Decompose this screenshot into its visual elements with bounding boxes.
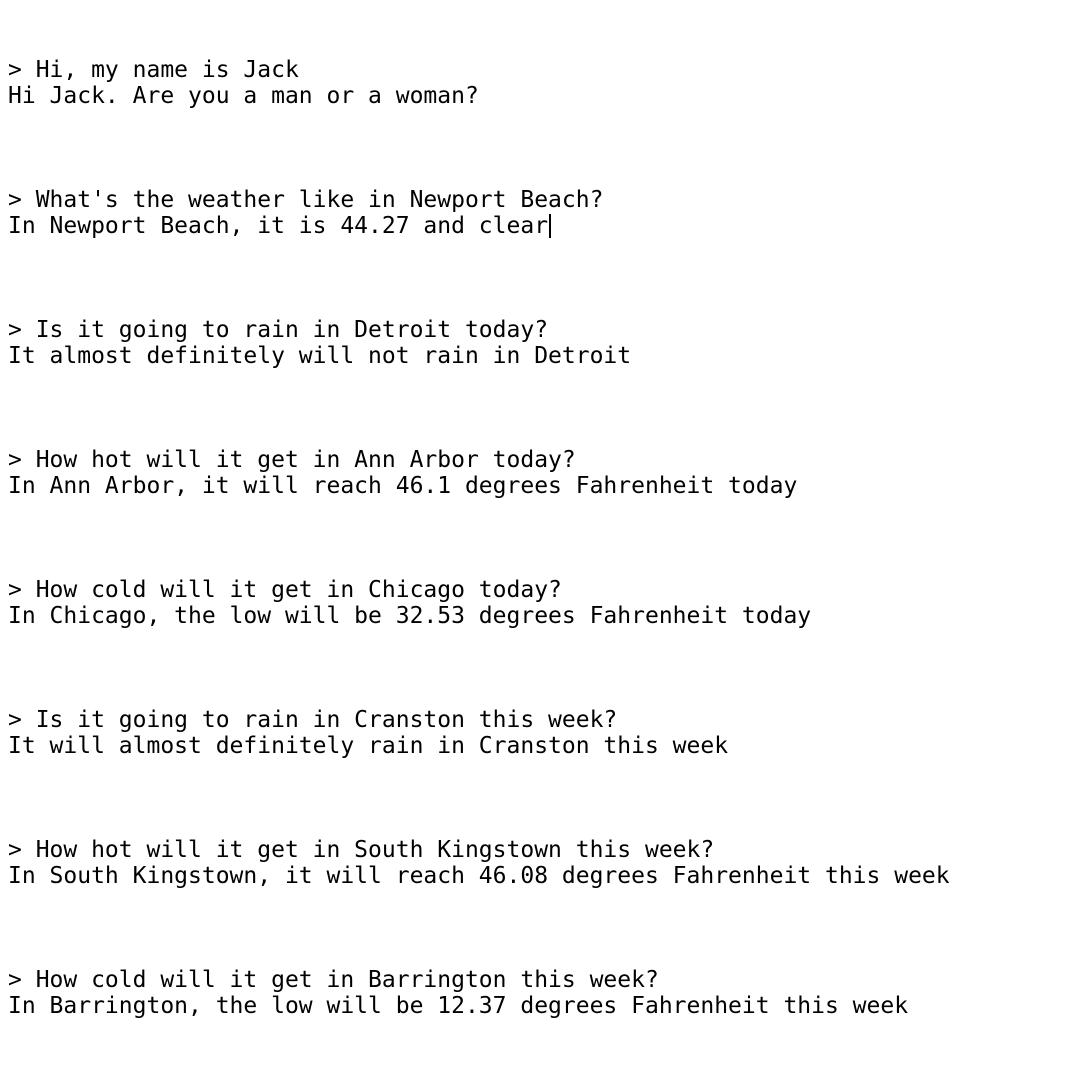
exchange: > Hi, my name is Jack Hi Jack. Are you a …: [8, 57, 1068, 109]
exchange: > Is it going to rain in Cranston this w…: [8, 707, 1068, 759]
exchange: > How hot will it get in South Kingstown…: [8, 837, 1068, 889]
terminal: > Hi, my name is Jack Hi Jack. Are you a …: [8, 5, 1068, 1071]
exchange: > Is it going to rain in Detroit today? I…: [8, 317, 1068, 369]
exchange: > How cold will it get in Barrington thi…: [8, 967, 1068, 1019]
prompt: > What's the weather like in Newport Bea…: [8, 187, 604, 213]
response: It will almost definitely rain in Cranst…: [8, 733, 729, 759]
response: It almost definitely will not rain in De…: [8, 343, 632, 369]
prompt: > How cold will it get in Chicago today?: [8, 577, 562, 603]
prompt: > Hi, my name is Jack: [8, 57, 299, 83]
prompt: > Is it going to rain in Cranston this w…: [8, 707, 618, 733]
response: Hi Jack. Are you a man or a woman?: [8, 83, 479, 109]
response-line: In Newport Beach, it is 44.27 and clear: [8, 213, 1068, 239]
page: {"exchanges": [ {"prompt": "> Hi, my nam…: [8, 57, 950, 1019]
response: In South Kingstown, it will reach 46.08 …: [8, 863, 950, 889]
prompt: > How hot will it get in South Kingstown…: [8, 837, 715, 863]
exchange: > How cold will it get in Chicago today?…: [8, 577, 1068, 629]
prompt: > Is it going to rain in Detroit today?: [8, 317, 549, 343]
response: In Chicago, the low will be 32.53 degree…: [8, 603, 812, 629]
prompt: > How cold will it get in Barrington thi…: [8, 967, 659, 993]
response: In Barrington, the low will be 12.37 deg…: [8, 993, 909, 1019]
text-cursor: [549, 214, 552, 238]
exchange: > What's the weather like in Newport Bea…: [8, 187, 1068, 239]
exchange: > How hot will it get in Ann Arbor today…: [8, 447, 1068, 499]
response: In Ann Arbor, it will reach 46.1 degrees…: [8, 473, 798, 499]
response: In Newport Beach, it is 44.27 and clear: [8, 213, 549, 239]
prompt: > How hot will it get in Ann Arbor today…: [8, 447, 576, 473]
